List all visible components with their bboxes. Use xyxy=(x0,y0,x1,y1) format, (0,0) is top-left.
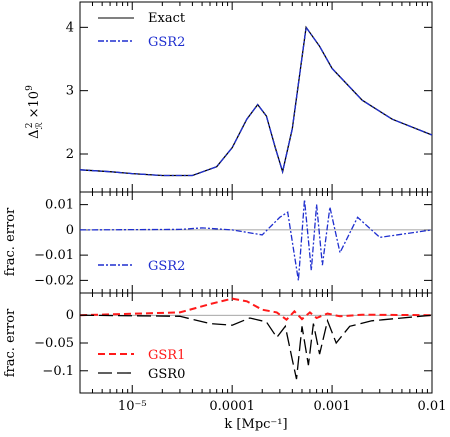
middle-ytick-label-2: −0.01 xyxy=(34,248,74,263)
panel-bottom: 0 −0.05 −0.1 10⁻⁵ 0.0001 0.001 0.01 frac. err… xyxy=(3,292,447,432)
panel-middle: 0.01 0 −0.01 −0.02 frac. error GSR2 xyxy=(3,191,433,294)
bottom-legend: GSR1 GSR0 xyxy=(98,348,185,382)
bottom-y-ticks: 0 −0.05 −0.1 xyxy=(34,293,433,393)
legend-gsr1-label: GSR1 xyxy=(148,348,185,363)
bottom-series-gsr1 xyxy=(79,297,433,322)
top-y-ticks: 2 3 4 xyxy=(66,2,433,192)
top-series xyxy=(79,25,433,177)
legend-gsr2-label-mid: GSR2 xyxy=(148,259,185,274)
bottom-ytick-label-0: 0 xyxy=(66,308,74,323)
top-series-gsr2 xyxy=(79,25,433,177)
legend-exact-label: Exact xyxy=(148,11,186,26)
bottom-ytick-label-2: −0.1 xyxy=(42,364,74,379)
panel-top-frame xyxy=(79,1,433,193)
middle-legend: GSR2 xyxy=(98,259,185,274)
xtick-label-2: 0.001 xyxy=(313,399,350,414)
bottom-series xyxy=(79,297,433,380)
panel-bottom-frame xyxy=(79,292,433,394)
middle-series-gsr2 xyxy=(79,199,433,281)
panel-top: 2 3 4 Δℛ2 ×109 Exact GSR2 xyxy=(25,1,433,193)
bottom-series-gsr0 xyxy=(79,314,433,380)
middle-ytick-label-0: 0.01 xyxy=(45,198,74,213)
x-axis-label: k [Mpc⁻¹] xyxy=(224,417,287,432)
legend-gsr0-label: GSR0 xyxy=(148,367,185,382)
legend-gsr2-label-top: GSR2 xyxy=(148,35,185,50)
middle-ytick-label-3: −0.02 xyxy=(34,273,74,288)
xtick-label-0: 10⁻⁵ xyxy=(118,399,147,414)
top-ytick-label-0: 2 xyxy=(66,147,74,162)
bottom-y-label: frac. error xyxy=(3,308,18,377)
panel-middle-frame xyxy=(79,191,433,294)
middle-y-label: frac. error xyxy=(3,207,18,276)
top-ytick-label-1: 3 xyxy=(66,84,74,99)
top-legend: Exact GSR2 xyxy=(98,11,186,50)
top-series-exact xyxy=(79,25,433,177)
xtick-label-1: 0.0001 xyxy=(209,399,255,414)
xtick-label-3: 0.01 xyxy=(418,399,447,414)
middle-ytick-label-1: 0 xyxy=(66,223,74,238)
middle-series xyxy=(79,199,433,281)
middle-y-ticks: 0.01 0 −0.01 −0.02 xyxy=(34,192,433,293)
bottom-ytick-label-1: −0.05 xyxy=(34,336,74,351)
top-ytick-label-2: 4 xyxy=(66,20,74,35)
x-ticks: 10⁻⁵ 0.0001 0.001 0.01 xyxy=(118,399,447,414)
top-y-label: Δℛ2 ×109 xyxy=(25,85,45,139)
